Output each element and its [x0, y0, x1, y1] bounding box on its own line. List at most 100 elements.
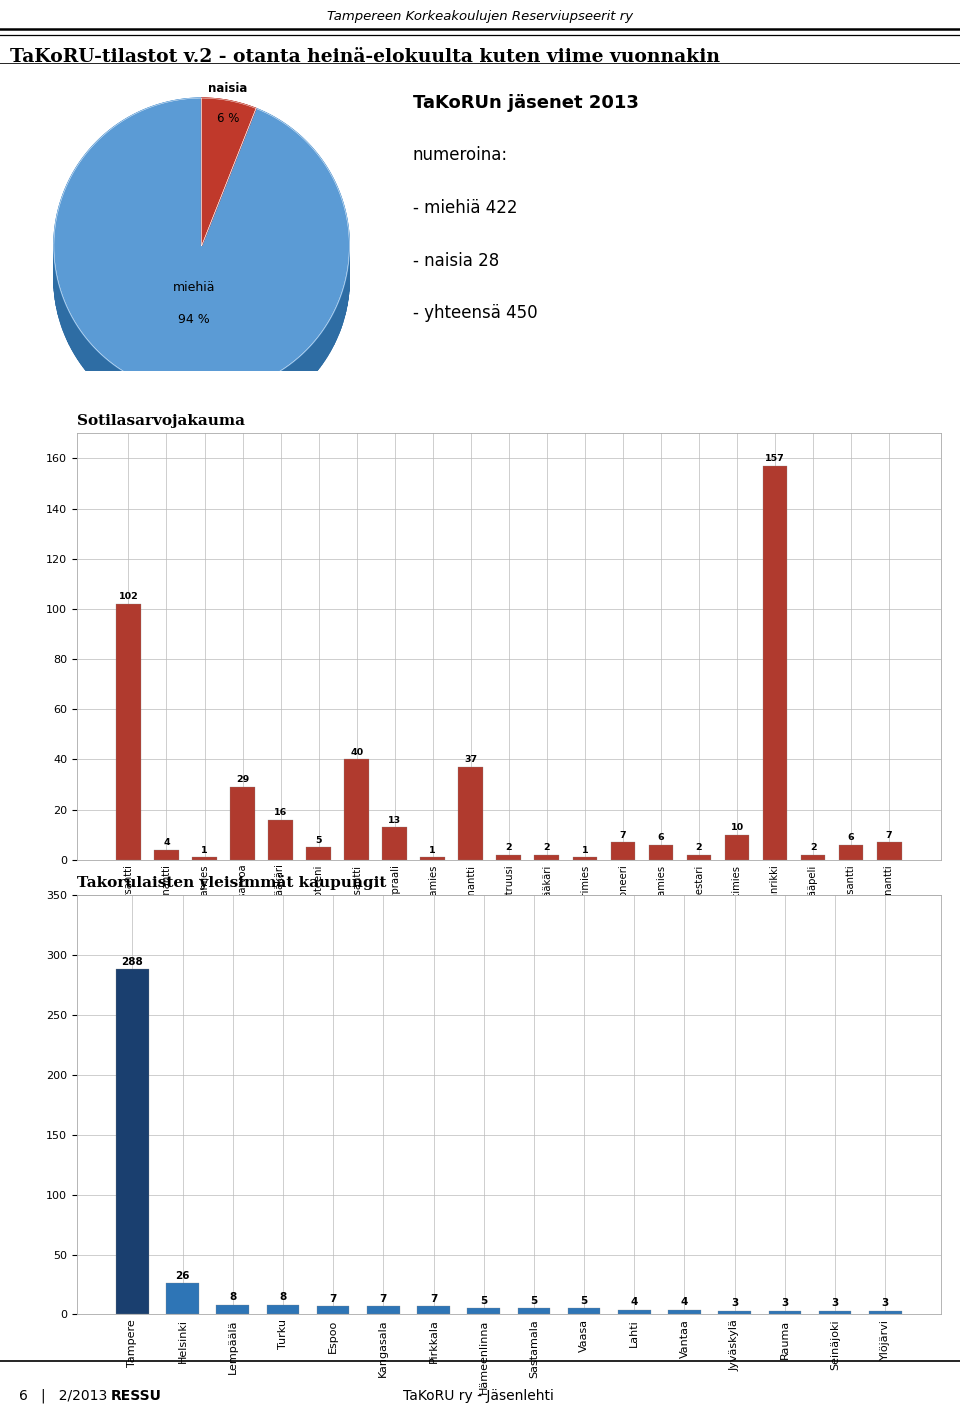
Polygon shape	[62, 296, 63, 331]
Text: 7: 7	[379, 1293, 387, 1303]
Polygon shape	[147, 384, 150, 416]
Polygon shape	[127, 372, 129, 406]
Polygon shape	[170, 389, 173, 423]
Polygon shape	[71, 314, 72, 350]
Bar	[382, 827, 407, 860]
Polygon shape	[80, 330, 82, 364]
Text: 94 %: 94 %	[179, 313, 210, 327]
Bar	[517, 1309, 550, 1314]
Polygon shape	[284, 367, 286, 401]
Polygon shape	[94, 348, 97, 382]
Polygon shape	[77, 324, 79, 360]
Text: naisia: naisia	[208, 82, 248, 95]
Polygon shape	[251, 384, 252, 418]
Polygon shape	[54, 98, 349, 394]
Bar	[116, 969, 149, 1314]
Bar	[459, 767, 483, 860]
Polygon shape	[150, 384, 153, 418]
Polygon shape	[173, 391, 176, 423]
Polygon shape	[202, 98, 256, 246]
Polygon shape	[63, 298, 64, 334]
Polygon shape	[64, 301, 66, 337]
Polygon shape	[139, 379, 142, 414]
Text: 1: 1	[429, 845, 436, 854]
Polygon shape	[228, 391, 230, 423]
Polygon shape	[296, 358, 298, 392]
Polygon shape	[67, 307, 68, 342]
Polygon shape	[239, 388, 242, 421]
Polygon shape	[161, 388, 164, 421]
Polygon shape	[222, 392, 225, 425]
Polygon shape	[269, 377, 272, 409]
Polygon shape	[68, 310, 69, 344]
Bar	[418, 1306, 450, 1314]
Polygon shape	[306, 348, 308, 382]
Text: 3: 3	[881, 1299, 889, 1309]
Text: 7: 7	[886, 831, 893, 840]
Polygon shape	[99, 352, 101, 387]
Bar	[839, 844, 863, 860]
Polygon shape	[114, 365, 116, 399]
Polygon shape	[326, 323, 328, 357]
Text: 5: 5	[530, 1296, 538, 1306]
Text: 1: 1	[582, 845, 588, 854]
Polygon shape	[210, 394, 213, 426]
Polygon shape	[124, 371, 127, 405]
Polygon shape	[202, 98, 256, 246]
Polygon shape	[324, 325, 326, 360]
Bar	[420, 857, 445, 860]
Polygon shape	[92, 345, 94, 379]
Polygon shape	[339, 298, 340, 334]
Text: 7: 7	[329, 1293, 337, 1303]
Polygon shape	[216, 392, 219, 425]
Bar	[876, 843, 901, 860]
Polygon shape	[320, 333, 322, 367]
Text: 29: 29	[236, 776, 250, 784]
Polygon shape	[167, 389, 170, 422]
Polygon shape	[72, 317, 74, 352]
Bar	[686, 854, 711, 860]
Text: 3: 3	[831, 1299, 839, 1309]
Text: 7: 7	[619, 831, 626, 840]
Text: 40: 40	[350, 747, 363, 757]
Bar	[468, 1309, 500, 1314]
Text: 157: 157	[765, 455, 785, 463]
Polygon shape	[156, 387, 158, 419]
Polygon shape	[196, 394, 199, 426]
Bar	[496, 854, 521, 860]
Polygon shape	[332, 313, 333, 347]
Bar	[572, 857, 597, 860]
Polygon shape	[136, 378, 139, 412]
Polygon shape	[308, 345, 310, 381]
Polygon shape	[242, 387, 245, 421]
Polygon shape	[132, 375, 134, 409]
Polygon shape	[85, 337, 86, 371]
Polygon shape	[310, 344, 312, 378]
Polygon shape	[204, 394, 207, 426]
Polygon shape	[291, 361, 294, 396]
Polygon shape	[304, 350, 306, 385]
Polygon shape	[199, 394, 202, 426]
Polygon shape	[134, 377, 136, 411]
Polygon shape	[316, 337, 318, 371]
Polygon shape	[202, 394, 204, 426]
Bar	[230, 787, 255, 860]
Polygon shape	[84, 334, 85, 369]
Text: 6: 6	[848, 833, 854, 843]
Text: - yhteensä 450: - yhteensä 450	[413, 304, 538, 323]
Polygon shape	[258, 381, 261, 415]
Bar	[819, 1310, 852, 1314]
Text: 6   |   2/2013: 6 | 2/2013	[19, 1388, 111, 1404]
Text: 16: 16	[274, 809, 287, 817]
Polygon shape	[145, 382, 147, 416]
Text: 4: 4	[631, 1297, 638, 1307]
Bar	[668, 1310, 701, 1314]
Polygon shape	[187, 392, 190, 425]
Polygon shape	[233, 389, 236, 422]
Polygon shape	[322, 330, 324, 365]
Text: 5: 5	[316, 836, 322, 844]
Bar	[649, 844, 673, 860]
Text: 13: 13	[388, 816, 401, 824]
Text: miehiä: miehiä	[173, 281, 215, 294]
Polygon shape	[335, 307, 336, 342]
